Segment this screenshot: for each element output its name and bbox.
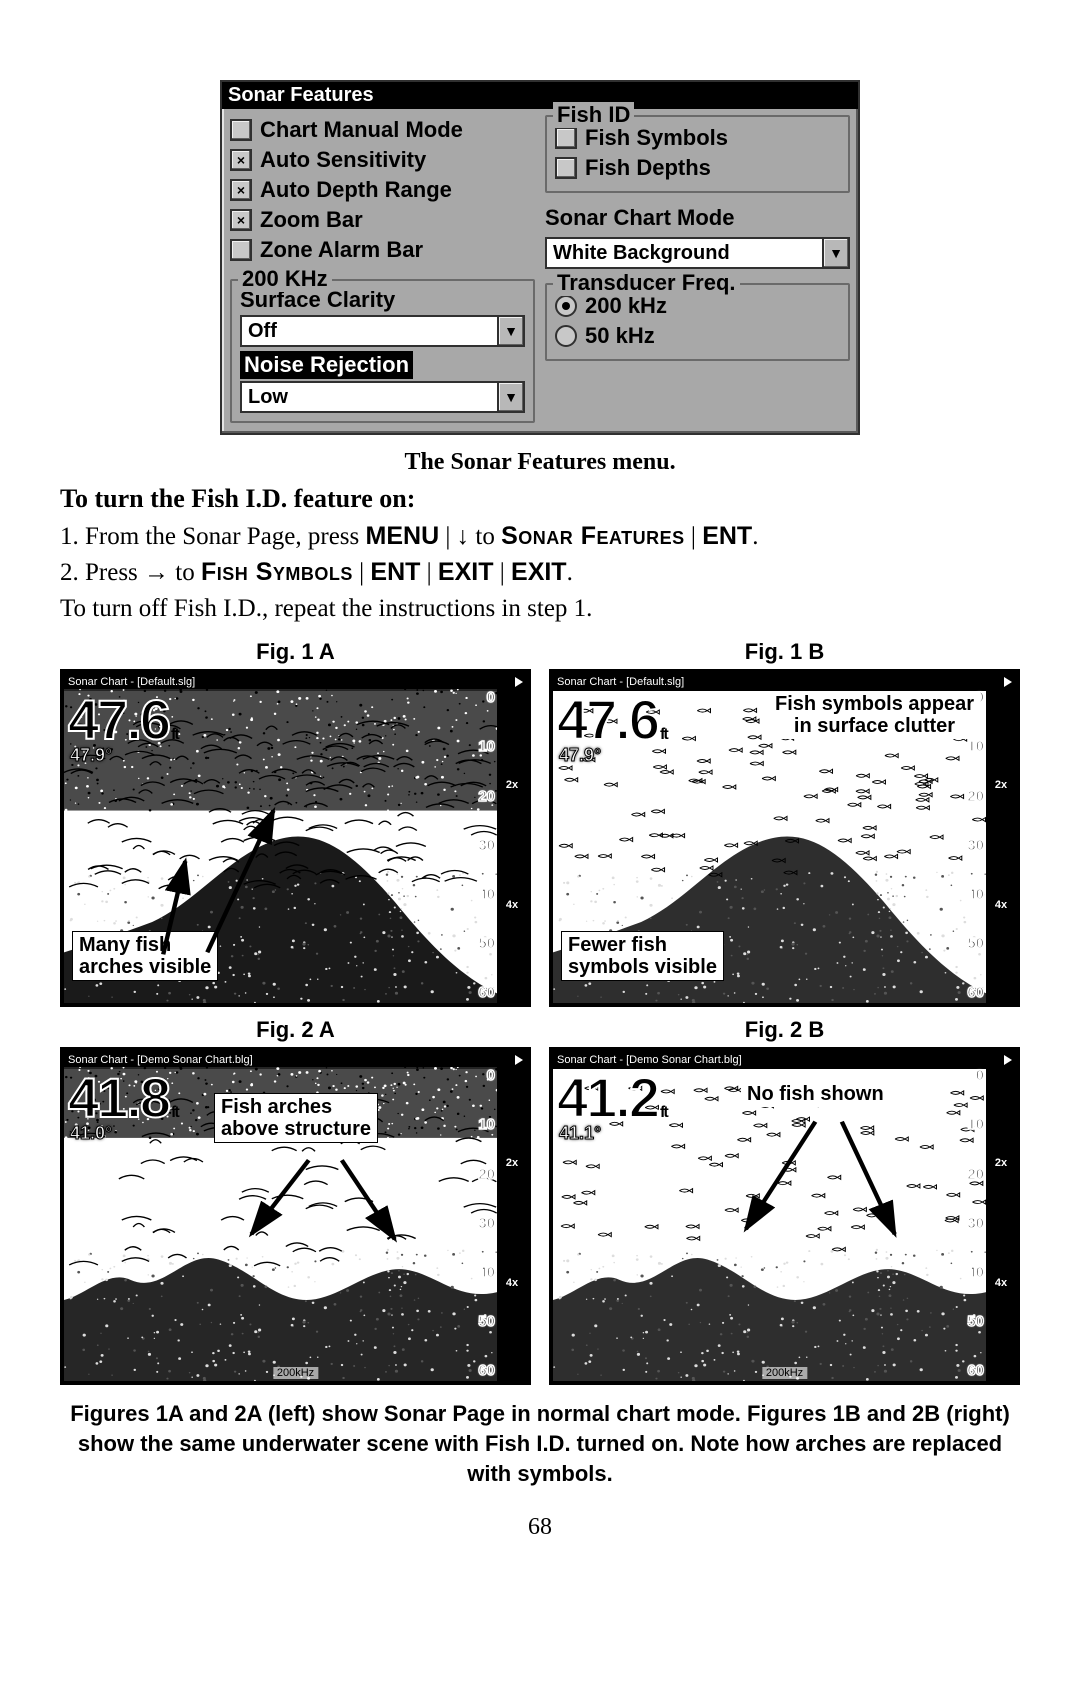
- checkbox-icon: ×: [230, 149, 252, 171]
- chevron-down-icon[interactable]: ▼: [497, 383, 523, 411]
- checkbox-chart-manual-mode[interactable]: Chart Manual Mode: [230, 115, 535, 145]
- play-icon: [515, 677, 523, 687]
- dialog-right-col: Fish ID Fish Symbols Fish Depths Sonar C…: [545, 115, 850, 423]
- callout: Many fisharches visible: [72, 931, 218, 981]
- figure-f2b: Fig. 2 BSonar Chart - [Demo Sonar Chart.…: [549, 1017, 1020, 1385]
- fish-id-group: Fish ID Fish Symbols Fish Depths: [545, 115, 850, 193]
- noise-rejection-value: Low: [242, 386, 497, 409]
- fish-depths-label: Fish Depths: [585, 155, 711, 181]
- sonar-features-dialog: Sonar Features Chart Manual Mode × Auto Se…: [220, 80, 860, 435]
- checkbox-auto-sensitivity[interactable]: × Auto Sensitivity: [230, 145, 535, 175]
- depth-readout: 41.2ft: [557, 1065, 667, 1130]
- checkbox-label: Zone Alarm Bar: [260, 237, 423, 263]
- turnoff-line: To turn off Fish I.D., repeat the instru…: [60, 592, 1020, 626]
- radio-icon: [555, 295, 577, 317]
- noise-rejection-label: Noise Rejection: [240, 351, 413, 379]
- transducer-title: Transducer Freq.: [553, 270, 740, 296]
- depth-ruler: 0102030405060: [960, 1067, 986, 1381]
- figure-f1b: Fig. 1 BSonar Chart - [Default.slg]2x4x0…: [549, 639, 1020, 1007]
- chart-mode-value: White Background: [547, 242, 822, 265]
- radio-icon: [555, 325, 577, 347]
- zoom-label: 2x: [992, 779, 1010, 791]
- figure-f2a: Fig. 2 ASonar Chart - [Demo Sonar Chart.…: [60, 1017, 531, 1385]
- chevron-down-icon[interactable]: ▼: [822, 239, 848, 267]
- menu-caption: The Sonar Features menu.: [60, 449, 1020, 476]
- checkbox-icon: [555, 127, 577, 149]
- checkbox-auto-depth-range[interactable]: × Auto Depth Range: [230, 175, 535, 205]
- checkbox-icon: ×: [230, 179, 252, 201]
- figure-f1a: Fig. 1 ASonar Chart - [Default.slg]2x4x0…: [60, 639, 531, 1007]
- zoom-label: 4x: [503, 1277, 521, 1289]
- khz-group: 200 KHz Surface Clarity Off ▼ Noise Reje…: [230, 279, 535, 423]
- temp-readout: 47.9°: [559, 745, 601, 766]
- khz-group-title: 200 KHz: [238, 266, 332, 292]
- temp-readout: 47.9°: [70, 745, 112, 766]
- figure-title: Fig. 1 B: [549, 639, 1020, 665]
- sonar-scale-bar: [986, 1067, 1016, 1381]
- depth-readout: 47.6ft: [68, 687, 178, 752]
- depth-ruler: 0102030405060: [471, 1067, 497, 1381]
- callout: Fewer fishsymbols visible: [561, 931, 724, 981]
- khz-label: 200kHz: [762, 1367, 807, 1379]
- checkbox-icon: [230, 119, 252, 141]
- sonar-scale-bar: [986, 689, 1016, 1003]
- surface-clarity-value: Off: [242, 320, 497, 343]
- radio-label: 50 kHz: [585, 323, 655, 349]
- khz-label: 200kHz: [273, 1367, 318, 1379]
- depth-readout: 41.8ft: [68, 1065, 178, 1130]
- chevron-down-icon[interactable]: ▼: [497, 317, 523, 345]
- play-icon: [515, 1055, 523, 1065]
- fish-symbols-label: Fish Symbols: [585, 125, 728, 151]
- checkbox-label: Auto Sensitivity: [260, 147, 426, 173]
- radio-label: 200 kHz: [585, 293, 667, 319]
- page-number: 68: [60, 1514, 1020, 1541]
- temp-readout: 41.1°: [559, 1123, 601, 1144]
- zoom-label: 2x: [503, 779, 521, 791]
- callout: No fish shown: [741, 1081, 890, 1107]
- fish-depths-checkbox[interactable]: Fish Depths: [555, 153, 840, 183]
- subhead: To turn the Fish I.D. feature on:: [60, 484, 1020, 514]
- figure-title: Fig. 2 B: [549, 1017, 1020, 1043]
- zoom-label: 4x: [503, 899, 521, 911]
- dialog-left-col: Chart Manual Mode × Auto Sensitivity × Auto …: [230, 115, 535, 423]
- zoom-label: 4x: [992, 899, 1010, 911]
- zoom-label: 4x: [992, 1277, 1010, 1289]
- transducer-group: Transducer Freq. 200 kHz50 kHz: [545, 283, 850, 361]
- figure-title: Fig. 2 A: [60, 1017, 531, 1043]
- checkbox-zone-alarm-bar[interactable]: Zone Alarm Bar: [230, 235, 535, 265]
- checkbox-label: Chart Manual Mode: [260, 117, 463, 143]
- radio-50-kHz[interactable]: 50 kHz: [555, 321, 840, 351]
- sonar-screen: Sonar Chart - [Demo Sonar Chart.blg]2x4x…: [549, 1047, 1020, 1385]
- surface-clarity-dropdown[interactable]: Off ▼: [240, 315, 525, 347]
- fish-id-title: Fish ID: [553, 102, 634, 128]
- figure-title: Fig. 1 A: [60, 639, 531, 665]
- depth-readout: 47.6ft: [557, 687, 667, 752]
- zoom-label: 2x: [503, 1157, 521, 1169]
- callout: Fish symbols appearin surface clutter: [769, 691, 980, 739]
- depth-ruler: 0102030405060: [471, 689, 497, 1003]
- sonar-screen: Sonar Chart - [Default.slg]2x4x010203040…: [60, 669, 531, 1007]
- step-2: 2. Press → to Fish Symbols | ENT | EXIT …: [60, 556, 1020, 590]
- checkbox-icon: ×: [230, 209, 252, 231]
- checkbox-label: Auto Depth Range: [260, 177, 452, 203]
- chart-mode-dropdown[interactable]: White Background ▼: [545, 237, 850, 269]
- step-1: 1. From the Sonar Page, press MENU | ↓ t…: [60, 520, 1020, 554]
- play-icon: [1004, 677, 1012, 687]
- play-icon: [1004, 1055, 1012, 1065]
- sonar-screen: Sonar Chart - [Demo Sonar Chart.blg]2x4x…: [60, 1047, 531, 1385]
- sonar-screen: Sonar Chart - [Default.slg]2x4x010203040…: [549, 669, 1020, 1007]
- figures-caption: Figures 1A and 2A (left) show Sonar Page…: [70, 1399, 1010, 1488]
- dialog-title: Sonar Features: [222, 82, 858, 109]
- checkbox-label: Zoom Bar: [260, 207, 363, 233]
- checkbox-icon: [230, 239, 252, 261]
- sonar-scale-bar: [497, 689, 527, 1003]
- checkbox-zoom-bar[interactable]: × Zoom Bar: [230, 205, 535, 235]
- sonar-scale-bar: [497, 1067, 527, 1381]
- temp-readout: 41.0°: [70, 1123, 112, 1144]
- callout: Fish archesabove structure: [214, 1093, 378, 1143]
- zoom-label: 2x: [992, 1157, 1010, 1169]
- checkbox-icon: [555, 157, 577, 179]
- noise-rejection-dropdown[interactable]: Low ▼: [240, 381, 525, 413]
- chart-mode-label: Sonar Chart Mode: [545, 205, 850, 231]
